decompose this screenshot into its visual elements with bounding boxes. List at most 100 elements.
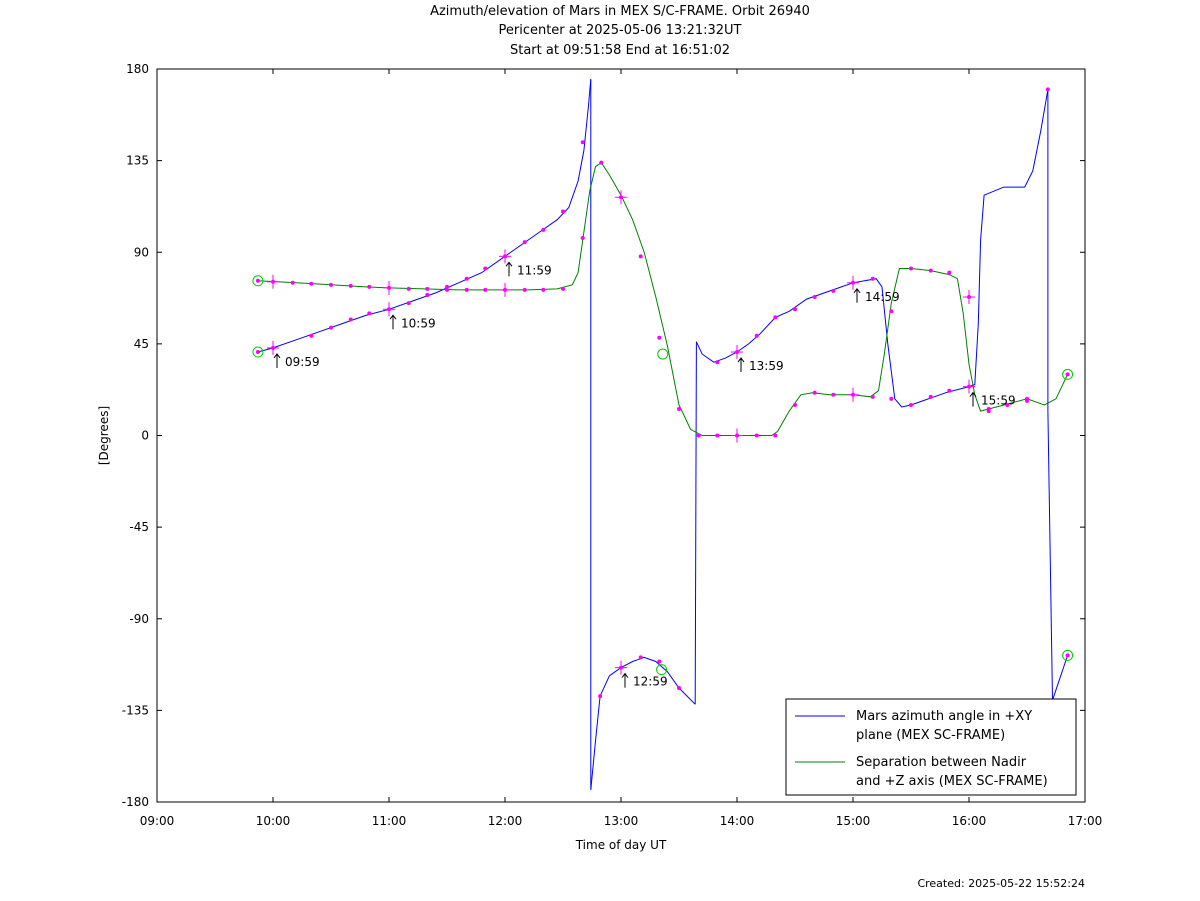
x-tick-label: 11:00 bbox=[372, 814, 407, 828]
series-1-marker-30 bbox=[831, 392, 836, 397]
y-tick-label: -180 bbox=[122, 795, 149, 809]
series-0-marker-20 bbox=[657, 659, 662, 664]
legend-entry-label: and +Z axis (MEX SC-FRAME) bbox=[856, 774, 1048, 789]
series-0-marker-21 bbox=[677, 685, 681, 690]
x-tick-label: 10:00 bbox=[256, 814, 291, 828]
series-0-marker-31 bbox=[889, 396, 894, 401]
series-1-marker-14 bbox=[522, 287, 527, 292]
series-1-marker-16 bbox=[561, 286, 565, 291]
series-0-marker-10 bbox=[464, 276, 469, 281]
y-tick-label: 90 bbox=[134, 245, 149, 259]
series-0-marker-9 bbox=[445, 284, 449, 289]
series-0-marker-33 bbox=[928, 394, 933, 399]
y-tick-label: -135 bbox=[122, 703, 149, 717]
time-annotation-label: 15:59 bbox=[981, 394, 1016, 408]
series-1-marker-18 bbox=[599, 160, 604, 165]
series-1-marker-12 bbox=[483, 287, 488, 292]
time-annotation-label: 09:59 bbox=[285, 355, 320, 369]
y-tick-label: 135 bbox=[126, 154, 149, 168]
series-1-marker-23 bbox=[696, 433, 701, 438]
series-1-marker-15 bbox=[541, 287, 546, 292]
time-annotation-3: 12:59 bbox=[621, 672, 668, 689]
series-0-marker-3 bbox=[329, 325, 333, 330]
x-axis-label: Time of day UT bbox=[575, 838, 667, 852]
series-1-marker-40 bbox=[1065, 372, 1070, 377]
x-tick-label: 14:00 bbox=[720, 814, 755, 828]
series-0-marker-2 bbox=[309, 333, 314, 338]
series-1-marker-11 bbox=[464, 287, 469, 292]
series-0-line-segment-2 bbox=[590, 656, 696, 790]
series-0-marker-40 bbox=[1065, 653, 1070, 658]
time-annotation-6: 15:59 bbox=[969, 391, 1016, 408]
series-0-marker-5 bbox=[367, 311, 372, 316]
series-1-marker-5 bbox=[348, 283, 353, 288]
series-0-marker-8 bbox=[425, 293, 430, 298]
x-tick-label: 12:00 bbox=[488, 814, 523, 828]
series-0-marker-11 bbox=[483, 266, 488, 271]
series-0-marker-24 bbox=[754, 333, 759, 338]
series-1-marker-35 bbox=[928, 268, 933, 273]
chart-subtitle-start-end: Start at 09:51:58 End at 16:51:02 bbox=[509, 43, 731, 58]
x-tick-label: 13:00 bbox=[604, 814, 639, 828]
x-tick-label: 17:00 bbox=[1068, 814, 1103, 828]
time-annotation-2: 11:59 bbox=[505, 261, 552, 277]
series-1-marker-0 bbox=[255, 278, 260, 283]
legend: Mars azimuth angle in +XY plane (MEX SC-F… bbox=[785, 698, 1077, 796]
legend-entry-label: Separation between Nadir bbox=[856, 755, 1027, 770]
series-0-hour-cross-6 bbox=[963, 379, 975, 394]
series-0-hour-cross-5 bbox=[847, 275, 859, 290]
time-annotation-label: 13:59 bbox=[749, 359, 784, 373]
x-tick-label: 09:00 bbox=[140, 814, 175, 828]
legend-box bbox=[785, 698, 1077, 796]
series-1-marker-32 bbox=[870, 394, 875, 399]
time-annotation-label: 10:59 bbox=[401, 316, 436, 330]
series-0-marker-19 bbox=[638, 655, 643, 660]
y-tick-label: -90 bbox=[129, 612, 149, 626]
series-1-hour-cross-3 bbox=[615, 190, 627, 205]
series-0-marker-13 bbox=[522, 240, 527, 245]
series-0-marker-34 bbox=[947, 388, 952, 393]
series-1-marker-33 bbox=[889, 309, 894, 314]
series-1-marker-26 bbox=[754, 433, 759, 438]
series-0-marker-16 bbox=[580, 140, 585, 145]
series-0-marker-30 bbox=[870, 276, 875, 281]
series-0-line-segment-3 bbox=[694, 341, 697, 705]
series-0-line-segment-6 bbox=[1047, 411, 1069, 701]
series-1-hour-cross-2 bbox=[499, 282, 511, 297]
y-tick-label: 180 bbox=[126, 62, 149, 76]
series-1-hour-cross-6 bbox=[963, 290, 975, 305]
series-1-marker-10 bbox=[445, 287, 449, 292]
series-1-marker-17 bbox=[580, 235, 585, 240]
series-0-start-end-circle-0 bbox=[252, 346, 264, 358]
series-1-marker-20 bbox=[638, 254, 643, 259]
series-0-marker-7 bbox=[406, 301, 411, 306]
time-annotation-label: 12:59 bbox=[633, 675, 668, 689]
x-tick-label: 16:00 bbox=[952, 814, 987, 828]
created-timestamp: Created: 2025-05-22 15:52:24 bbox=[917, 877, 1085, 890]
series-1-marker-21 bbox=[657, 335, 662, 340]
series-0-hour-cross-2 bbox=[499, 249, 511, 264]
y-tick-label: -45 bbox=[129, 520, 149, 534]
series-1-marker-28 bbox=[793, 402, 797, 407]
series-0-hour-cross-3 bbox=[615, 660, 627, 675]
series-1-start-end-circle-2 bbox=[1062, 368, 1074, 380]
axis-ticks: 09:00 10:00 11:00 12:00 13:00 14:00 15:00 16:00… bbox=[122, 62, 1103, 828]
series-0-start-end-circle-2 bbox=[1062, 649, 1074, 661]
series-1-marker-2 bbox=[290, 280, 295, 285]
series-1-start-end-circle-1 bbox=[657, 348, 669, 360]
time-annotation-label: 11:59 bbox=[517, 263, 552, 277]
series-0-hour-cross-0 bbox=[267, 340, 279, 355]
series-1-marker-27 bbox=[773, 433, 778, 438]
y-axis-label: [Degrees] bbox=[97, 406, 111, 465]
series-0-marker-25 bbox=[773, 315, 778, 320]
series-1-marker-36 bbox=[947, 270, 952, 275]
series-1-marker-22 bbox=[677, 407, 681, 412]
series-0-marker-26 bbox=[793, 307, 797, 312]
series-0-start-end-circle-1 bbox=[656, 664, 668, 676]
x-tick-label: 15:00 bbox=[836, 814, 871, 828]
series-0-marker-37 bbox=[1005, 402, 1010, 407]
time-annotation-5: 14:59 bbox=[853, 287, 900, 304]
series-0-hour-cross-1 bbox=[383, 302, 395, 317]
series-1-line-segment-0 bbox=[257, 161, 1069, 436]
